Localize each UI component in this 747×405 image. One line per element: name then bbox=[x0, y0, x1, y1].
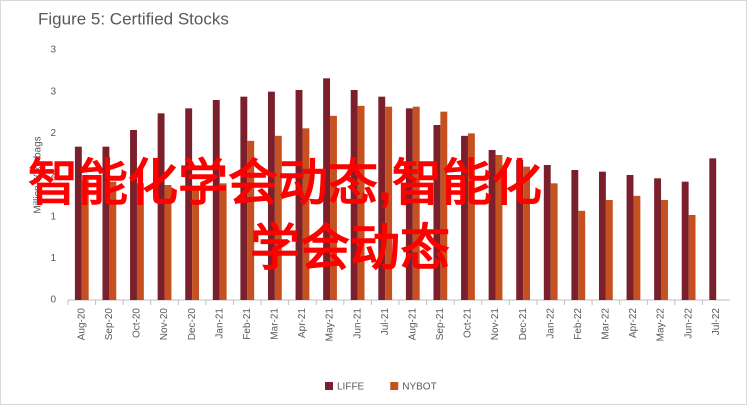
bar bbox=[709, 158, 717, 300]
bar bbox=[330, 115, 337, 300]
bar bbox=[136, 183, 144, 300]
y-tick-label: 0 bbox=[50, 295, 56, 306]
x-tick-label: Feb-21 bbox=[242, 308, 253, 340]
x-tick-label: Aug-21 bbox=[407, 308, 418, 341]
bar bbox=[633, 195, 641, 300]
x-tick-label: Jan-21 bbox=[214, 308, 225, 339]
bar bbox=[219, 183, 227, 300]
legend-label: LIFFE bbox=[337, 382, 365, 393]
bar bbox=[267, 91, 275, 301]
bar bbox=[461, 135, 468, 300]
bar bbox=[102, 146, 110, 300]
legend-swatch bbox=[325, 382, 333, 390]
x-tick-label: Oct-20 bbox=[132, 308, 143, 338]
bar bbox=[295, 90, 303, 300]
x-tick-label: Jul-21 bbox=[380, 308, 391, 336]
bar bbox=[109, 181, 117, 300]
x-tick-label: May-22 bbox=[656, 308, 667, 342]
bar bbox=[495, 155, 503, 300]
bar bbox=[357, 105, 365, 300]
x-tick-label: Mar-21 bbox=[270, 308, 281, 340]
x-tick-label: Mar-22 bbox=[601, 308, 612, 340]
bar bbox=[130, 130, 137, 300]
bar bbox=[302, 128, 310, 300]
bar bbox=[350, 90, 358, 300]
legend-swatch bbox=[390, 382, 399, 390]
y-tick-label: 1 bbox=[50, 253, 56, 264]
legend-label: NYBOT bbox=[402, 382, 436, 393]
bar bbox=[164, 185, 172, 300]
bar bbox=[516, 160, 524, 300]
bar bbox=[81, 180, 89, 300]
bar bbox=[467, 133, 475, 300]
bar bbox=[412, 106, 420, 301]
x-tick-label: Jan-22 bbox=[545, 308, 556, 339]
bar bbox=[626, 175, 634, 300]
y-axis-label: Million 60kg bags bbox=[33, 136, 44, 213]
bar bbox=[192, 186, 200, 300]
overlay-text: 学会动态 bbox=[250, 220, 450, 276]
y-tick-label: 3 bbox=[50, 45, 56, 56]
x-tick-label: Nov-20 bbox=[159, 308, 170, 341]
x-tick-label: May-21 bbox=[325, 308, 336, 342]
x-tick-label: Oct-21 bbox=[463, 308, 474, 338]
x-tick-label: Jun-21 bbox=[352, 308, 363, 339]
bar bbox=[323, 78, 331, 300]
x-tick-label: Apr-22 bbox=[628, 308, 639, 338]
bar bbox=[74, 146, 82, 300]
bar bbox=[440, 111, 448, 301]
bar bbox=[661, 200, 668, 300]
bar bbox=[212, 100, 220, 300]
bar bbox=[433, 125, 441, 300]
bar bbox=[385, 106, 393, 301]
x-tick-label: Jul-22 bbox=[711, 308, 722, 336]
y-tick-label: 2 bbox=[50, 170, 56, 181]
x-tick-label: Jun-22 bbox=[683, 308, 694, 339]
y-tick-label: 2 bbox=[50, 128, 56, 139]
x-tick-label: Feb-22 bbox=[573, 308, 584, 340]
x-tick-label: Nov-21 bbox=[490, 308, 501, 341]
bar bbox=[185, 108, 193, 300]
bar bbox=[578, 210, 586, 300]
bar bbox=[681, 181, 689, 300]
bar bbox=[247, 140, 255, 300]
x-tick-label: Aug-20 bbox=[76, 308, 87, 341]
bar bbox=[550, 183, 558, 300]
x-tick-label: Apr-21 bbox=[297, 308, 308, 338]
bar bbox=[157, 113, 165, 300]
y-tick-label: 1 bbox=[50, 211, 56, 222]
bar bbox=[571, 170, 579, 300]
bar bbox=[688, 215, 696, 300]
bar bbox=[378, 96, 386, 301]
x-tick-label: Sep-21 bbox=[435, 308, 446, 341]
x-tick-label: Dec-20 bbox=[187, 308, 198, 341]
bar bbox=[605, 200, 613, 300]
chart-title: Figure 5: Certified Stocks bbox=[38, 9, 229, 28]
bar bbox=[598, 171, 606, 300]
bar bbox=[543, 165, 551, 300]
bar bbox=[405, 108, 413, 300]
bar bbox=[274, 135, 282, 300]
x-tick-label: Sep-20 bbox=[104, 308, 115, 341]
overlay-text: 智能化学会动态,智能化 bbox=[28, 155, 542, 211]
bar bbox=[240, 96, 248, 301]
bar bbox=[488, 150, 496, 300]
y-tick-label: 3 bbox=[50, 86, 56, 97]
bar bbox=[523, 166, 531, 300]
bar bbox=[654, 178, 662, 300]
x-tick-label: Dec-21 bbox=[518, 308, 529, 341]
